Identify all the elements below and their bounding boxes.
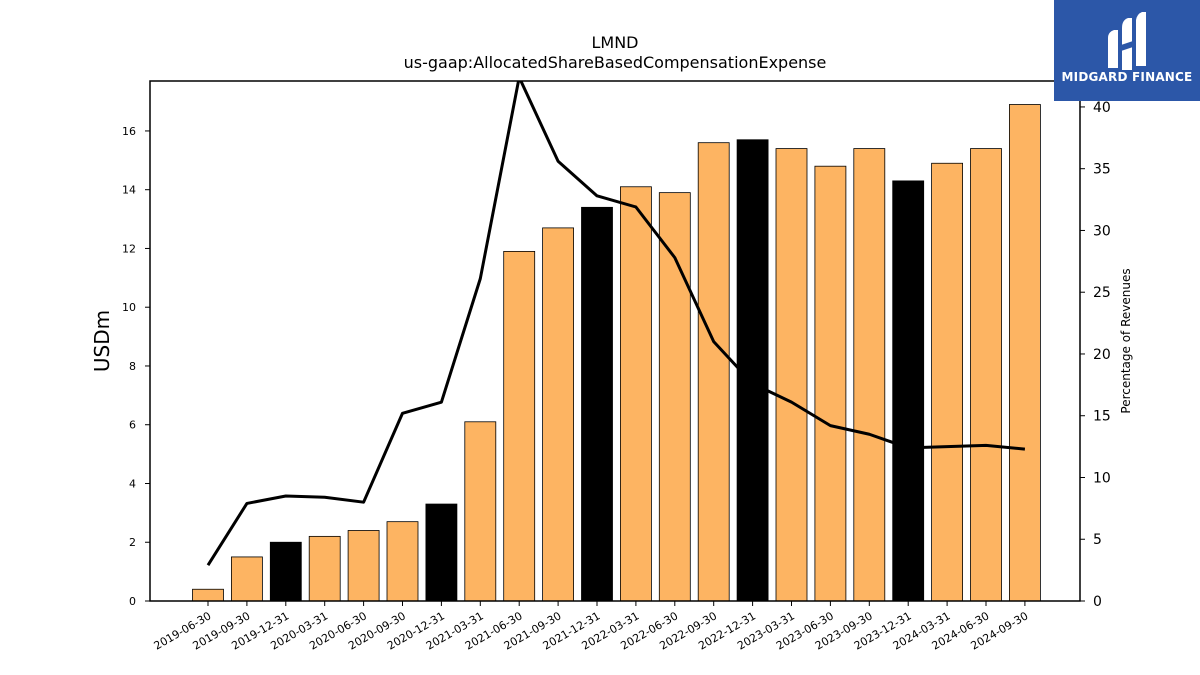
line-layer — [206, 81, 1026, 566]
y2-tick-label: 25 — [1093, 285, 1111, 301]
y2-tick-label: 30 — [1093, 223, 1111, 239]
y2-tick-label: 10 — [1093, 470, 1111, 486]
bar-2020-06-30 — [347, 530, 380, 602]
bar-2022-03-31 — [620, 186, 652, 602]
bar-2023-09-30 — [853, 148, 886, 602]
bar-2022-09-30 — [697, 142, 730, 602]
bar-2021-12-31 — [581, 206, 613, 602]
y2-tick-label: 0 — [1093, 594, 1102, 610]
y-axis-label: USDm — [90, 310, 114, 372]
midgard-logo-icon — [1108, 12, 1146, 70]
y2-tick-label: 20 — [1093, 347, 1111, 363]
bar-2019-09-30 — [230, 556, 263, 602]
y2-tick-label: 40 — [1093, 100, 1111, 116]
bar-2023-03-31 — [775, 148, 808, 602]
x-axis: 2019-06-302019-09-302019-12-312020-03-31… — [152, 601, 1030, 653]
bar-2023-12-31 — [892, 180, 925, 602]
bar-2019-12-31 — [269, 541, 302, 602]
bar-2022-06-30 — [658, 192, 691, 602]
y2-axis: 0 5 10 15 20 25 30 35 40 — [1080, 100, 1111, 610]
bar-2019-06-30 — [192, 588, 224, 602]
chart-subtitle: us-gaap:AllocatedShareBasedCompensationE… — [404, 53, 827, 72]
y-tick-label: 16 — [122, 125, 136, 138]
y-tick-label: 12 — [122, 242, 136, 255]
bar-2024-06-30 — [970, 148, 1002, 602]
bar-2021-03-31 — [464, 421, 497, 602]
bar-2021-09-30 — [542, 227, 574, 602]
bar-2024-09-30 — [1009, 104, 1041, 602]
plot-frame — [149, 80, 1081, 602]
bar-2024-03-31 — [931, 162, 963, 602]
bar-2023-06-30 — [814, 165, 847, 602]
y-tick-label: 2 — [129, 536, 136, 549]
y2-axis-label: Percentage of Revenues — [1119, 268, 1133, 413]
bar-2020-12-31 — [425, 503, 458, 602]
bar-2020-03-31 — [308, 535, 341, 602]
y-tick-label: 0 — [129, 595, 136, 608]
y2-tick-label: 15 — [1093, 409, 1111, 425]
y2-tick-label: 5 — [1093, 532, 1102, 548]
y-tick-label: 14 — [122, 184, 136, 197]
y-axis: 0 2 4 6 8 10 12 14 16 — [122, 125, 150, 608]
y2-tick-label: 35 — [1093, 162, 1111, 178]
percentage-line — [206, 81, 1026, 566]
y-tick-label: 8 — [129, 360, 136, 373]
y-tick-label: 6 — [129, 419, 136, 432]
y-tick-label: 4 — [129, 477, 136, 490]
bars-layer — [192, 104, 1041, 602]
logo-text: MIDGARD FINANCE — [1061, 70, 1193, 84]
bar-2020-09-30 — [386, 521, 419, 602]
y-tick-label: 10 — [122, 301, 136, 314]
bar-2021-06-30 — [503, 250, 536, 602]
midgard-logo: MIDGARD FINANCE — [1054, 0, 1200, 101]
chart-title: LMND — [591, 33, 638, 52]
